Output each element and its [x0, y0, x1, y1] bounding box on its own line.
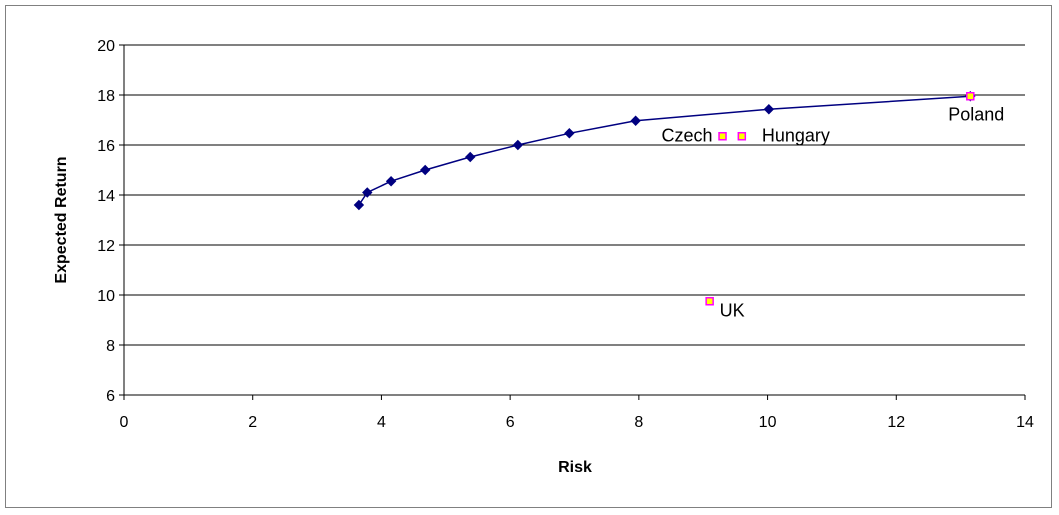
x-tick-label: 14	[1016, 414, 1034, 431]
y-tick-label: 14	[97, 188, 115, 205]
y-tick-label: 16	[97, 138, 115, 155]
country-point	[737, 132, 747, 141]
y-tick-label: 10	[97, 288, 115, 305]
point-label: Poland	[948, 104, 1004, 124]
y-tick-label: 6	[106, 388, 115, 405]
frontier-point	[353, 199, 365, 211]
country-point	[705, 297, 714, 306]
x-tick-label: 6	[506, 414, 515, 431]
frontier-point	[564, 128, 575, 139]
frontier-line	[358, 95, 971, 206]
x-tick-label: 2	[248, 414, 257, 431]
country-point	[718, 132, 727, 141]
markers	[353, 91, 976, 306]
country-point	[966, 92, 975, 101]
x-axis-title: Risk	[558, 459, 592, 476]
y-tick-label: 20	[97, 38, 115, 55]
point-label: Czech	[661, 125, 712, 145]
frontier-point	[630, 115, 641, 126]
x-tick-label: 4	[377, 414, 386, 431]
frontier-point	[419, 164, 431, 176]
point-labels: Poland Czech Hungary UK	[661, 104, 1004, 320]
y-axis-title: Expected Return	[53, 156, 70, 283]
y-tick-label: 8	[106, 338, 115, 355]
x-tick-label: 10	[759, 414, 777, 431]
gridlines	[124, 44, 1025, 346]
x-tick-label: 12	[887, 414, 905, 431]
point-label: Hungary	[762, 125, 830, 145]
y-tick-label: 12	[97, 238, 115, 255]
frontier-point	[512, 139, 524, 151]
x-tick-label: 8	[634, 414, 643, 431]
frontier-point	[385, 176, 397, 187]
y-tick-label: 18	[97, 88, 115, 105]
chart-frame	[5, 5, 1052, 508]
frontier-series-line	[358, 95, 971, 206]
axes: 6 8 10 12 14 16 18 20 0 2 4 6 8 10 12 14	[97, 38, 1034, 431]
x-tick-label: 0	[120, 414, 129, 431]
frontier-point	[465, 151, 476, 163]
point-label: UK	[720, 300, 745, 320]
frontier-point	[362, 187, 373, 198]
frontier-point	[763, 104, 775, 115]
